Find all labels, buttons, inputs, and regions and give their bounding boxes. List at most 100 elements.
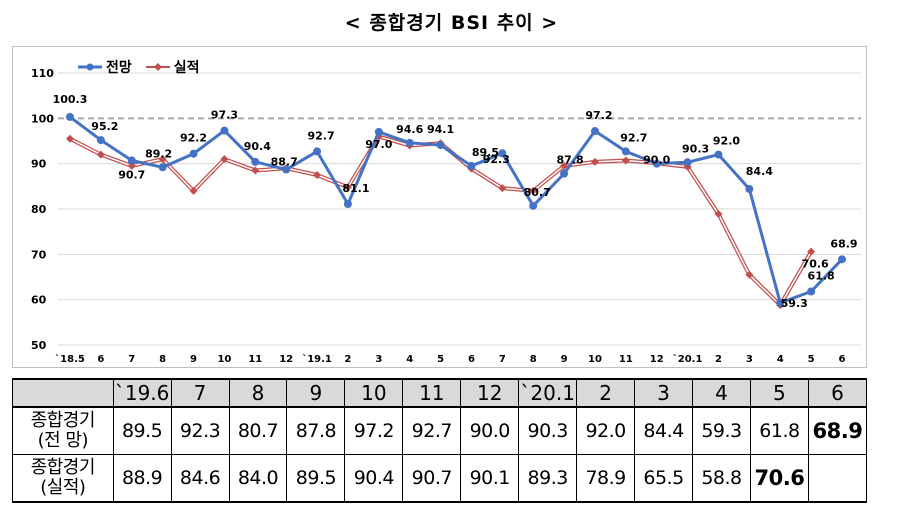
table-corner-cell xyxy=(12,378,114,408)
x-tick-label: 2 xyxy=(344,354,351,365)
column-header: 11 xyxy=(402,378,462,408)
data-label: 97.0 xyxy=(365,138,392,151)
series-forecast-point xyxy=(498,149,507,158)
column-header: 12 xyxy=(460,378,520,408)
legend-item-forecast: 전망 xyxy=(78,57,132,77)
series-forecast-point xyxy=(529,201,538,210)
data-label: 95.2 xyxy=(91,120,118,133)
table-cell: 90.0 xyxy=(460,406,520,455)
table-cell: 61.8 xyxy=(749,406,809,455)
data-label: 97.3 xyxy=(211,109,238,122)
data-label: 87.8 xyxy=(557,154,584,167)
x-tick-label: 6 xyxy=(468,354,475,365)
series-actual-point xyxy=(745,270,754,279)
data-label: 61.8 xyxy=(808,270,835,283)
table-cell: 92.3 xyxy=(170,406,230,455)
data-label: 94.1 xyxy=(427,123,454,136)
column-header: 6 xyxy=(807,378,868,408)
row-label-line1: 종합경기 xyxy=(30,457,96,478)
data-label: 80.7 xyxy=(524,186,551,199)
x-tick-label: 9 xyxy=(561,354,568,365)
series-forecast-point xyxy=(621,147,630,156)
data-label: 59.3 xyxy=(781,297,808,310)
table-cell: 89.5 xyxy=(286,454,346,503)
table-cell: 90.7 xyxy=(402,454,462,503)
table-cell: 92.0 xyxy=(576,406,636,455)
x-tick-label: 11 xyxy=(248,354,262,365)
series-forecast-point xyxy=(838,255,846,264)
series-forecast-point xyxy=(282,165,291,174)
line-chart: 50 60 70 80 90 100 110 `18.5 6 7 8 9 10 11 12 `19.1 2 3 4 5… xyxy=(31,67,861,365)
table-cell: 90.1 xyxy=(460,454,520,503)
x-tick-label: 5 xyxy=(808,354,815,365)
data-label: 92.7 xyxy=(307,129,334,142)
y-tick-label: 80 xyxy=(31,203,47,216)
series-forecast-point xyxy=(590,127,599,136)
table-cell: 65.5 xyxy=(634,454,694,503)
legend-actual-marker-icon xyxy=(145,63,170,71)
x-tick-label: 12 xyxy=(279,354,293,365)
data-label: 88.7 xyxy=(271,156,298,169)
row-label-line1: 종합경기 xyxy=(30,410,96,431)
x-tick-label: 10 xyxy=(588,354,602,365)
series-forecast-point xyxy=(807,287,816,296)
series-actual-point xyxy=(807,247,816,256)
table-cell: 70.6 xyxy=(749,454,809,503)
series-actual-point xyxy=(220,155,229,164)
table-cell: 87.8 xyxy=(286,406,346,455)
x-tick-label: `19.1 xyxy=(302,353,332,365)
table-cell: 90.3 xyxy=(518,406,578,455)
row-header-forecast: 종합경기 (전 망) xyxy=(12,406,114,455)
series-forecast-point xyxy=(66,112,74,121)
data-label: 89.5 xyxy=(472,146,499,159)
row-header-actual: 종합경기 (실적) xyxy=(12,454,114,503)
table-cell: 84.6 xyxy=(170,454,230,503)
x-tick-label: 6 xyxy=(839,354,846,365)
series-actual-point xyxy=(714,209,723,218)
table-cell: 90.4 xyxy=(344,454,404,503)
legend-forecast-label: 전망 xyxy=(106,60,132,76)
row-label-line2: (실적) xyxy=(40,477,86,498)
series-forecast-point xyxy=(96,136,105,145)
series-actual-point xyxy=(621,156,630,165)
column-header: 2 xyxy=(576,378,636,408)
table-cell: 88.9 xyxy=(112,454,172,503)
data-label: 92.3 xyxy=(483,153,510,166)
data-label: 92.0 xyxy=(713,135,740,148)
x-tick-label: `20.1 xyxy=(673,353,703,365)
series-actual-point xyxy=(158,155,167,164)
series-actual-point xyxy=(66,134,74,143)
table-cell: 92.7 xyxy=(402,406,462,455)
series-forecast-point xyxy=(714,150,723,159)
data-label: 81.1 xyxy=(342,182,369,195)
data-label: 94.6 xyxy=(396,123,423,136)
x-tick-label: 2 xyxy=(715,354,722,365)
series-forecast-point xyxy=(652,159,661,168)
series-forecast-point xyxy=(436,141,445,150)
table-row-forecast: 종합경기 (전 망) 89.5 92.3 80.7 87.8 97.2 92.7 90.0 9… xyxy=(12,406,868,455)
series-forecast-point xyxy=(127,156,136,165)
table-cell xyxy=(807,454,868,503)
table-cell: 89.5 xyxy=(112,406,172,455)
series-actual-point xyxy=(343,183,352,192)
x-tick-label: 10 xyxy=(217,354,231,365)
data-label: 92.7 xyxy=(620,131,647,144)
data-label: 68.9 xyxy=(830,237,857,250)
legend-actual-label: 실적 xyxy=(173,60,200,76)
table-cell: 84.4 xyxy=(634,406,694,455)
data-table: `19.6 7 8 9 10 11 12 `20.1 2 3 4 5 6 종합경기 (전 망) 89.5… xyxy=(12,378,868,503)
series-actual-point xyxy=(498,184,507,193)
data-label: 97.2 xyxy=(585,109,612,122)
series-forecast-point xyxy=(189,149,198,158)
table-cell: 89.3 xyxy=(518,454,578,503)
y-tick-label: 90 xyxy=(31,158,47,171)
series-actual-point xyxy=(251,166,260,175)
series-forecast-point xyxy=(313,147,322,156)
y-tick-label: 110 xyxy=(31,67,54,80)
column-header: `20.1 xyxy=(518,378,578,408)
legend-item-actual: 실적 xyxy=(145,57,200,77)
x-tick-label: 9 xyxy=(190,354,197,365)
data-label: 90.7 xyxy=(118,168,145,181)
data-label: 92.2 xyxy=(180,132,207,145)
x-tick-label: 6 xyxy=(97,354,104,365)
